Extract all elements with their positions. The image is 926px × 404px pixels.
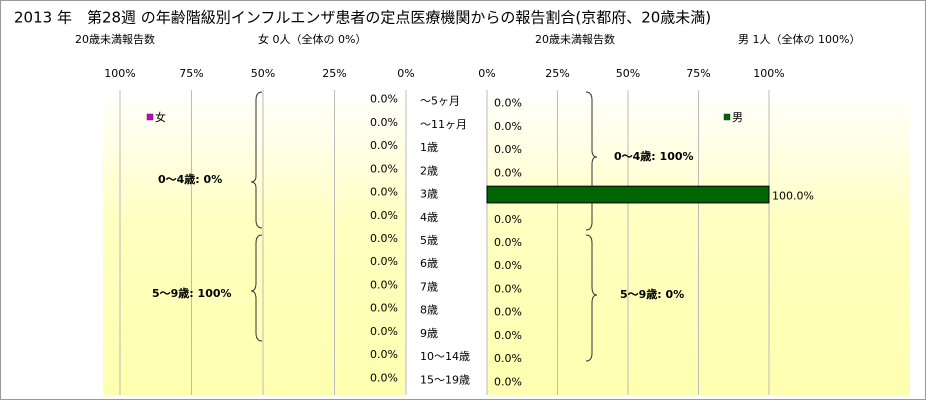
header: 女 0人（全体の 0%） <box>258 32 366 46</box>
x-tick-label: 75% <box>179 67 203 80</box>
legend-label: 女 <box>155 110 166 124</box>
value-label: 0.0% <box>370 209 398 222</box>
category-label: 5歳 <box>420 234 438 247</box>
value-label: 0.0% <box>370 162 398 175</box>
category-label: 9歳 <box>420 327 438 340</box>
category-label: 6歳 <box>420 257 438 270</box>
legend-label: 男 <box>732 111 743 124</box>
value-label: 0.0% <box>494 143 522 156</box>
plot-area <box>103 90 406 395</box>
braces <box>250 91 598 362</box>
value-label: 0.0% <box>370 371 398 384</box>
value-label: 0.0% <box>494 120 522 133</box>
category-label: 1歳 <box>420 141 438 154</box>
value-label: 0.0% <box>494 213 522 226</box>
category-label: 10～14歳 <box>420 350 470 363</box>
category-label: 3歳 <box>420 188 438 201</box>
category-label: 8歳 <box>420 304 438 317</box>
value-label: 0.0% <box>494 97 522 110</box>
header: 20歳未満報告数 <box>535 33 615 46</box>
value-label: 0.0% <box>370 255 398 268</box>
category-label: 4歳 <box>420 211 438 224</box>
value-label: 0.0% <box>494 259 522 272</box>
value-label: 0.0% <box>370 93 398 106</box>
x-tick-label: 100% <box>104 67 135 80</box>
value-label: 0.0% <box>370 325 398 338</box>
category-label: ～5ヶ月 <box>420 95 460 108</box>
legend-swatch <box>723 113 731 121</box>
value-label: 0.0% <box>494 306 522 319</box>
category-label: 2歳 <box>420 164 438 177</box>
value-label: 0.0% <box>494 352 522 365</box>
value-label: 0.0% <box>494 329 522 342</box>
annotation: 5～9歳: 100% <box>152 286 232 300</box>
value-label: 100.0% <box>772 190 814 203</box>
value-label: 0.0% <box>370 278 398 291</box>
header: 20歳未満報告数 <box>75 33 155 46</box>
value-label: 0.0% <box>370 302 398 315</box>
value-label: 0.0% <box>494 375 522 388</box>
value-label: 0.0% <box>370 348 398 361</box>
x-tick-label: 100% <box>753 67 784 80</box>
x-tick-label: 0% <box>397 67 414 80</box>
legend-swatch <box>146 113 154 121</box>
annotation: 0～4歳: 0% <box>158 172 222 186</box>
value-label: 0.0% <box>370 232 398 245</box>
x-tick-label: 50% <box>251 67 275 80</box>
annotation: 5～9歳: 0% <box>620 287 684 301</box>
x-tick-label: 75% <box>686 67 710 80</box>
category-label: 15～19歳 <box>420 373 470 386</box>
value-label: 0.0% <box>370 139 398 152</box>
value-label: 0.0% <box>370 186 398 199</box>
x-tick-label: 25% <box>545 67 569 80</box>
x-tick-label: 25% <box>322 67 346 80</box>
bar <box>486 185 770 204</box>
x-tick-label: 0% <box>478 67 495 80</box>
category-label: 7歳 <box>420 280 438 293</box>
value-label: 0.0% <box>494 166 522 179</box>
header: 男 1人（全体の 100%） <box>738 32 860 46</box>
x-tick-label: 50% <box>616 67 640 80</box>
category-label: ～11ヶ月 <box>420 118 467 131</box>
value-label: 0.0% <box>494 236 522 249</box>
chart-title: 2013 年 第28週 の年齢階級別インフルエンザ患者の定点医療機関からの報告割… <box>14 9 711 27</box>
value-label: 0.0% <box>494 282 522 295</box>
value-label: 0.0% <box>370 116 398 129</box>
annotation: 0～4歳: 100% <box>614 149 694 163</box>
